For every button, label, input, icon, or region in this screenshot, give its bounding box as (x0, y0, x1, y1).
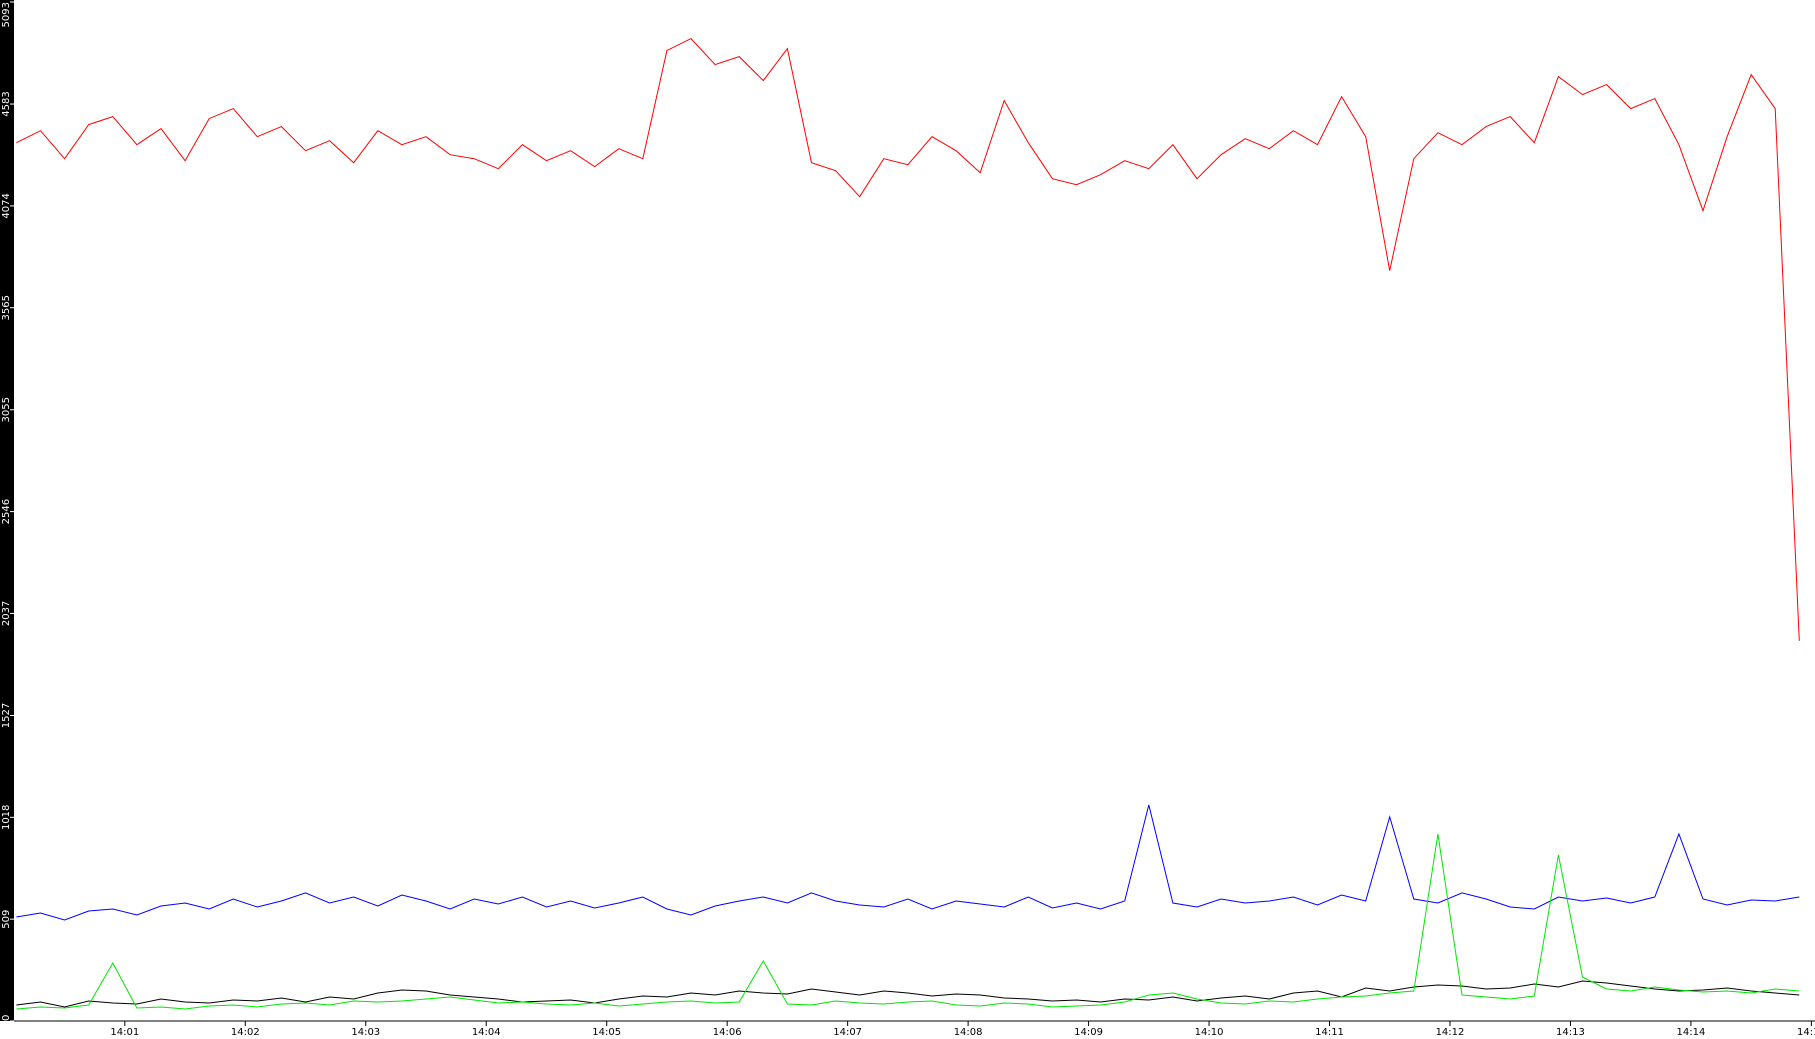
x-tick-label: 14:07 (833, 1027, 862, 1038)
y-tick-label: 2546 (1, 499, 12, 524)
x-tick-label: 14:13 (1556, 1027, 1585, 1038)
series-line (16, 37, 1800, 641)
x-tick-label: 14:08 (954, 1027, 983, 1038)
x-tick-label: 14:15 (1797, 1027, 1815, 1038)
y-tick-label: 1527 (1, 703, 12, 728)
y-axis-band (0, 0, 14, 1021)
y-tick-label: 1018 (1, 805, 12, 830)
y-tick-label: 4583 (1, 91, 12, 116)
x-tick-label: 14:10 (1195, 1027, 1224, 1038)
y-tick-label: 3565 (1, 295, 12, 320)
x-tick-label: 14:09 (1074, 1027, 1103, 1038)
x-tick-label: 14:14 (1677, 1027, 1706, 1038)
x-tick-label: 14:02 (231, 1027, 260, 1038)
series-line (16, 833, 1800, 1010)
y-tick-label: 4074 (1, 193, 12, 218)
x-tick-label: 14:06 (713, 1027, 742, 1038)
x-tick-label: 14:04 (472, 1027, 501, 1038)
y-tick-label: 3055 (1, 397, 12, 422)
series-line (16, 980, 1800, 1008)
x-tick-label: 14:01 (110, 1027, 139, 1038)
y-tick-label: 2037 (1, 601, 12, 626)
series-line (16, 804, 1800, 921)
x-tick-label: 14:11 (1315, 1027, 1344, 1038)
x-tick-label: 14:12 (1436, 1027, 1465, 1038)
y-tick-label: 0 (1, 1015, 12, 1021)
x-tick-label: 14:05 (592, 1027, 621, 1038)
y-tick-label: 5093 (1, 2, 12, 27)
x-tick-label: 14:03 (351, 1027, 380, 1038)
y-tick-label: 509 (1, 910, 12, 929)
